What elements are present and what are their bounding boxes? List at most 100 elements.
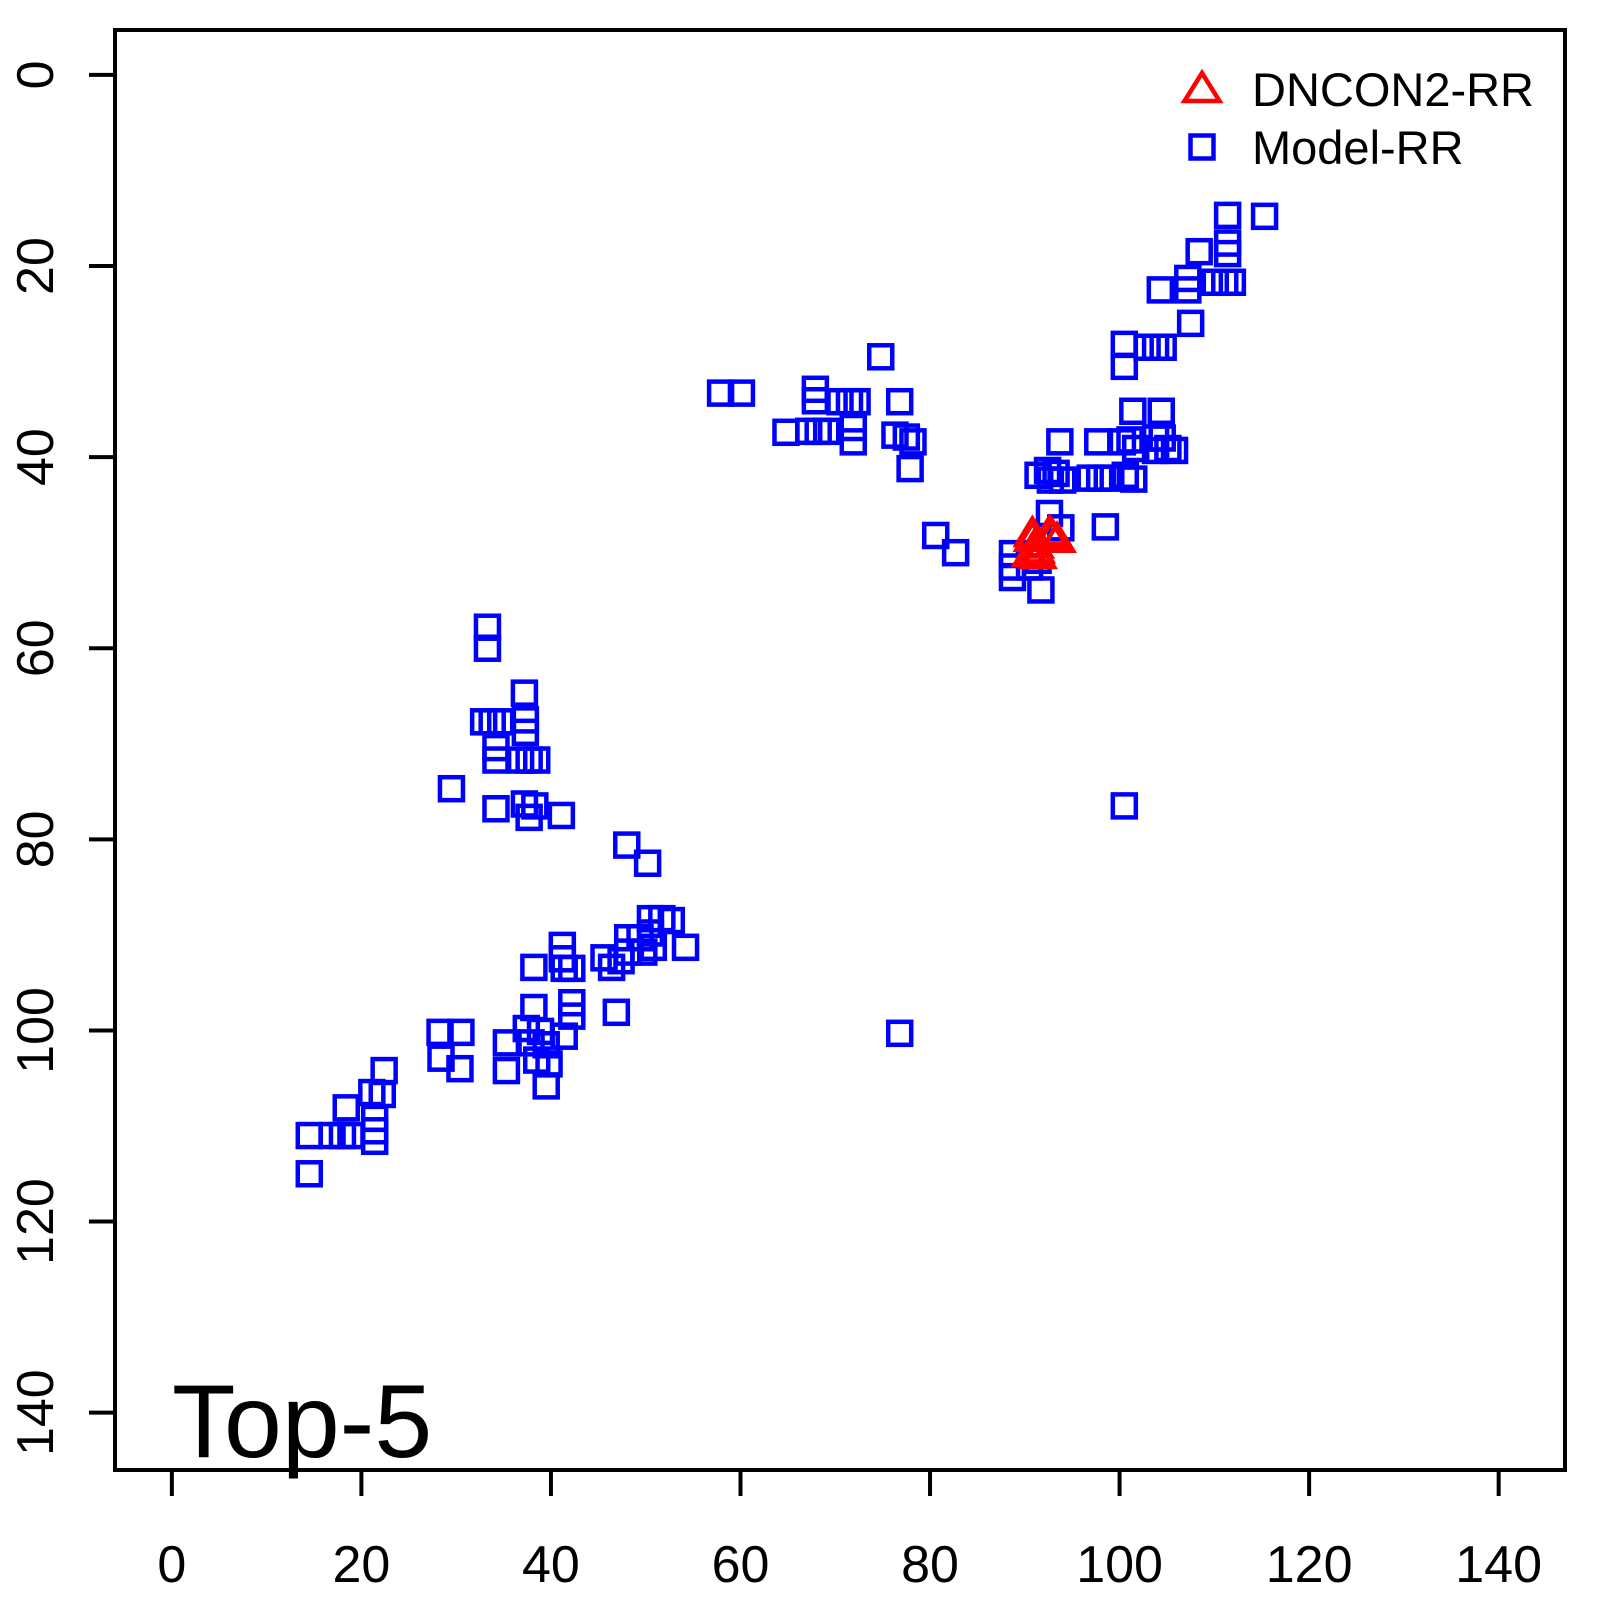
data-point-square bbox=[532, 1072, 560, 1100]
plot-border bbox=[113, 28, 1567, 1472]
data-point-square bbox=[1119, 397, 1147, 426]
data-point-square bbox=[558, 1002, 586, 1030]
data-point-square bbox=[1111, 461, 1140, 490]
y-tick-label: 120 bbox=[7, 1178, 65, 1265]
data-point-square bbox=[812, 417, 841, 446]
data-point-square bbox=[515, 803, 543, 832]
y-tick-label: 20 bbox=[7, 237, 65, 295]
data-point-square bbox=[1174, 276, 1202, 304]
data-point-square bbox=[506, 746, 535, 774]
x-tick-label: 40 bbox=[522, 1536, 580, 1594]
data-point-square bbox=[492, 1056, 521, 1085]
data-point-square bbox=[473, 634, 502, 662]
x-tick-label: 80 bbox=[901, 1536, 959, 1594]
legend-item-model-rr: Model-RR bbox=[1178, 118, 1464, 176]
plot-annotation-top5: Top-5 bbox=[172, 1364, 433, 1480]
data-point-square bbox=[1250, 202, 1279, 231]
y-tick-label: 0 bbox=[7, 60, 65, 89]
data-point-square bbox=[1146, 276, 1175, 304]
data-point-square bbox=[1048, 466, 1077, 494]
data-point-square bbox=[469, 708, 498, 736]
data-point-square bbox=[512, 1014, 541, 1043]
data-point-square bbox=[522, 746, 551, 774]
data-point-square bbox=[517, 1029, 545, 1057]
legend-item-dncon2-rr: DNCON2-RR bbox=[1178, 60, 1534, 118]
x-tick-label: 140 bbox=[1455, 1536, 1542, 1594]
data-point-square bbox=[1185, 237, 1213, 266]
data-point-square bbox=[1116, 426, 1144, 454]
data-point-square bbox=[370, 1056, 398, 1085]
data-point-square bbox=[1218, 268, 1247, 297]
data-point-square bbox=[1093, 464, 1122, 492]
data-point-square bbox=[1042, 459, 1070, 488]
data-point-square bbox=[1091, 513, 1120, 541]
data-point-square bbox=[727, 379, 756, 407]
data-point-square bbox=[885, 387, 914, 416]
data-point-square bbox=[602, 998, 631, 1027]
data-point-square bbox=[892, 423, 921, 451]
data-point-square bbox=[839, 413, 868, 442]
data-point-square bbox=[1110, 330, 1139, 359]
legend-label: Model-RR bbox=[1252, 120, 1464, 174]
data-point-square bbox=[843, 387, 871, 416]
data-point-square bbox=[899, 428, 927, 456]
legend-label: DNCON2-RR bbox=[1252, 62, 1534, 116]
data-point-square bbox=[636, 919, 665, 947]
y-tick-label: 100 bbox=[7, 987, 65, 1074]
data-point-square bbox=[510, 679, 539, 707]
data-point-square bbox=[511, 718, 540, 747]
data-point-square bbox=[1084, 428, 1112, 456]
data-point-triangle bbox=[1018, 536, 1059, 570]
data-point-square bbox=[337, 1121, 365, 1150]
y-tick-label: 60 bbox=[7, 619, 65, 677]
data-point-square bbox=[1160, 436, 1189, 465]
data-point-square bbox=[839, 428, 868, 456]
data-point-square bbox=[332, 1094, 360, 1122]
data-point-square bbox=[295, 1160, 324, 1188]
data-point-square bbox=[885, 1019, 914, 1048]
data-point-square bbox=[772, 418, 800, 447]
data-point-square bbox=[447, 1018, 475, 1047]
data-point-square bbox=[1141, 333, 1170, 361]
y-tick-label: 40 bbox=[7, 428, 65, 486]
x-tick-label: 60 bbox=[712, 1536, 770, 1594]
open-triangle-icon bbox=[1180, 68, 1224, 104]
data-point-square bbox=[921, 521, 950, 550]
data-point-square bbox=[941, 538, 970, 567]
data-point-square bbox=[558, 954, 586, 983]
data-point-square bbox=[613, 831, 641, 859]
data-point-square bbox=[478, 708, 506, 736]
data-point-square bbox=[446, 1054, 474, 1083]
data-point-square bbox=[590, 944, 618, 972]
x-tick-label: 120 bbox=[1266, 1536, 1353, 1594]
data-point-square bbox=[437, 774, 466, 803]
data-point-square bbox=[896, 454, 924, 483]
data-point-square bbox=[515, 746, 543, 774]
data-point-square bbox=[1120, 465, 1148, 493]
x-tick-label: 0 bbox=[157, 1536, 186, 1594]
data-point-square bbox=[633, 849, 662, 877]
open-square-icon bbox=[1188, 133, 1216, 161]
x-tick-label: 20 bbox=[332, 1536, 390, 1594]
data-point-square bbox=[295, 1121, 324, 1150]
data-point-square bbox=[1027, 576, 1055, 604]
data-point-square bbox=[520, 953, 548, 982]
data-point-square bbox=[1176, 309, 1205, 338]
data-point-square bbox=[1110, 792, 1139, 820]
data-point-square bbox=[1046, 428, 1074, 456]
data-point-square bbox=[547, 801, 576, 830]
data-point-square bbox=[1133, 333, 1161, 361]
data-point-square bbox=[1149, 333, 1177, 361]
data-point-square bbox=[486, 708, 515, 736]
data-point-square bbox=[482, 795, 510, 823]
data-point-square bbox=[671, 933, 700, 962]
data-point-square bbox=[1213, 239, 1242, 268]
data-point-square bbox=[867, 343, 895, 371]
data-point-square bbox=[1147, 397, 1176, 426]
data-point-triangle bbox=[1037, 519, 1078, 554]
data-point-square bbox=[1213, 201, 1242, 230]
y-tick-label: 140 bbox=[7, 1369, 65, 1456]
x-tick-label: 100 bbox=[1076, 1536, 1163, 1594]
